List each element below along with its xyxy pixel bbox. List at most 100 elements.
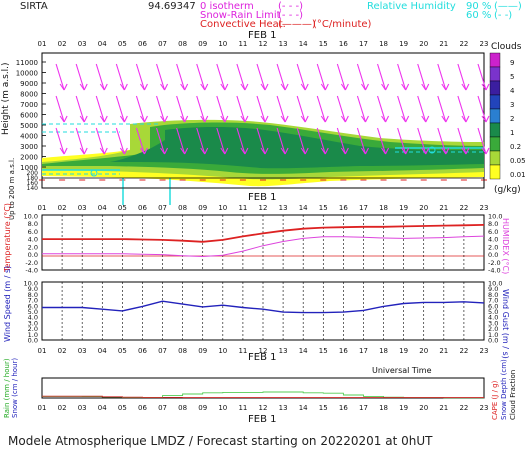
wind-barb-shaft (236, 127, 246, 155)
y-tick-label: 8.0 (28, 291, 38, 299)
rain-axis-label-b: Snow (cm / hour) (11, 358, 19, 418)
legend-rh-text: Relative Humidity (367, 1, 456, 12)
low-tick-label: 180 (27, 175, 39, 182)
wind-barb (276, 95, 289, 123)
wind-barb (336, 127, 349, 155)
wind-barb-head (220, 147, 229, 155)
y-tick-label: 2.0 (28, 325, 38, 333)
wind-barb-head (340, 115, 349, 123)
hour-label: 14 (299, 404, 308, 412)
wind-barb-shaft (216, 95, 226, 123)
cloud-legend-label: 0.2 (510, 143, 521, 151)
wind-barb (397, 95, 410, 123)
hour-label: 16 (339, 204, 348, 212)
hour-label: 14 (299, 204, 308, 212)
wind-barb-head (441, 147, 450, 155)
y-tick-label-right: 8.0 (488, 291, 498, 299)
y-tick-label: 5.0 (28, 308, 38, 316)
y-tick-label: 8.0 (28, 220, 38, 228)
y-tick-label-right: 7.0 (488, 297, 498, 305)
wind-barb-head (360, 115, 369, 123)
cloud-legend-label: 0.01 (510, 171, 526, 179)
y-tick-label-right: 0.0 (488, 337, 498, 345)
hour-label: 22 (459, 204, 468, 212)
hour-label: 11 (238, 204, 247, 212)
hour-label: 18 (379, 347, 388, 355)
hour-label: 05 (118, 404, 127, 412)
wind-barb-head (240, 83, 249, 91)
wind-barb (156, 95, 169, 123)
cloud-legend-label: 5 (510, 73, 514, 81)
hour-label: 23 (480, 404, 489, 412)
wind-barb-shaft (256, 63, 266, 91)
y-tick-label: 0.0 (28, 337, 38, 345)
wind-barb-head (280, 83, 289, 91)
hour-label: 20 (419, 40, 428, 48)
wind-speed-series-line (42, 300, 485, 314)
y-tick-label: 1.0 (28, 331, 38, 339)
wind-barb (95, 127, 108, 155)
wind-barb (156, 63, 169, 91)
cloud-legend-label: 1 (510, 129, 514, 137)
wind-barb-head (180, 83, 189, 91)
wind-barb (196, 95, 209, 123)
temperature-panel: 10.0 10.08.0 8.06.0 6.04.0 4.02.0 2.00.0 0.0-2… (3, 203, 510, 275)
wind-barb-shaft (55, 127, 65, 155)
wind-barb-head (280, 147, 289, 155)
wind-barb-shaft (75, 127, 85, 155)
hour-labels-panel3: 01 02 03 04 05 06 07 08 09 10 11 12 13 14 15 16 17 18 19 20… (38, 347, 489, 355)
panel4-date-label: FEB 1 (248, 414, 276, 425)
wind-barb-shaft (356, 63, 366, 91)
hour-label: 15 (319, 347, 328, 355)
legend-snow-key: (- - -) (278, 10, 303, 21)
wind-barb (437, 63, 450, 91)
wind-barb-shaft (75, 95, 85, 123)
hour-label: 10 (218, 347, 227, 355)
wind-barb-shaft (437, 95, 447, 123)
wind-barb-head (79, 147, 88, 155)
wind-barb-head (59, 83, 68, 91)
wind-barb (95, 63, 108, 91)
cape-series-line (42, 395, 484, 399)
wind-barb-shaft (356, 127, 366, 155)
wind-barb-head (99, 147, 108, 155)
wind-barb-head (139, 147, 148, 155)
hour-labels-top: 01 02 03 04 05 06 07 08 09 10 11 12 13 14 15 16 17 18 19 20… (38, 40, 489, 48)
hour-label: 19 (399, 404, 408, 412)
rain-frame (41, 377, 485, 399)
wind-barb (75, 95, 88, 123)
hour-label: 23 (480, 40, 489, 48)
wind-barb-shaft (397, 95, 407, 123)
wind-barb-shaft (256, 127, 266, 155)
wind-barb (256, 95, 269, 123)
wind-barb-head (139, 83, 148, 91)
hour-label: 22 (459, 347, 468, 355)
wind-barb-shaft (216, 127, 226, 155)
wind-barb-head (59, 115, 68, 123)
wind-barb-head (139, 115, 148, 123)
wind-barb-head (79, 83, 88, 91)
cloud-legend-unit: (g/kg) (494, 185, 521, 195)
wind-barb-shaft (156, 63, 166, 91)
wind-barb (236, 127, 249, 155)
wind-barb (296, 63, 309, 91)
hour-label: 18 (379, 40, 388, 48)
cloud-legend-label: 4 (510, 87, 515, 95)
hour-label: 12 (259, 404, 268, 412)
wind-barb (316, 95, 329, 123)
hour-label: 14 (299, 347, 308, 355)
y-tick-label-right: 4.0 (488, 236, 498, 244)
wind-barb-head (461, 83, 470, 91)
wind-barb-shaft (296, 63, 306, 91)
cloud-legend-swatch (489, 52, 501, 68)
hour-label: 18 (379, 404, 388, 412)
legend-rh-90-key: (——) (494, 1, 522, 12)
height-tick-label: 11000 (16, 59, 38, 67)
wind-barb (55, 95, 68, 123)
wind-barb-shaft (276, 127, 286, 155)
wind-barb-head (381, 115, 390, 123)
wind-barb (316, 127, 329, 155)
wind-barb-head (481, 147, 490, 155)
wind-barb (256, 127, 269, 155)
